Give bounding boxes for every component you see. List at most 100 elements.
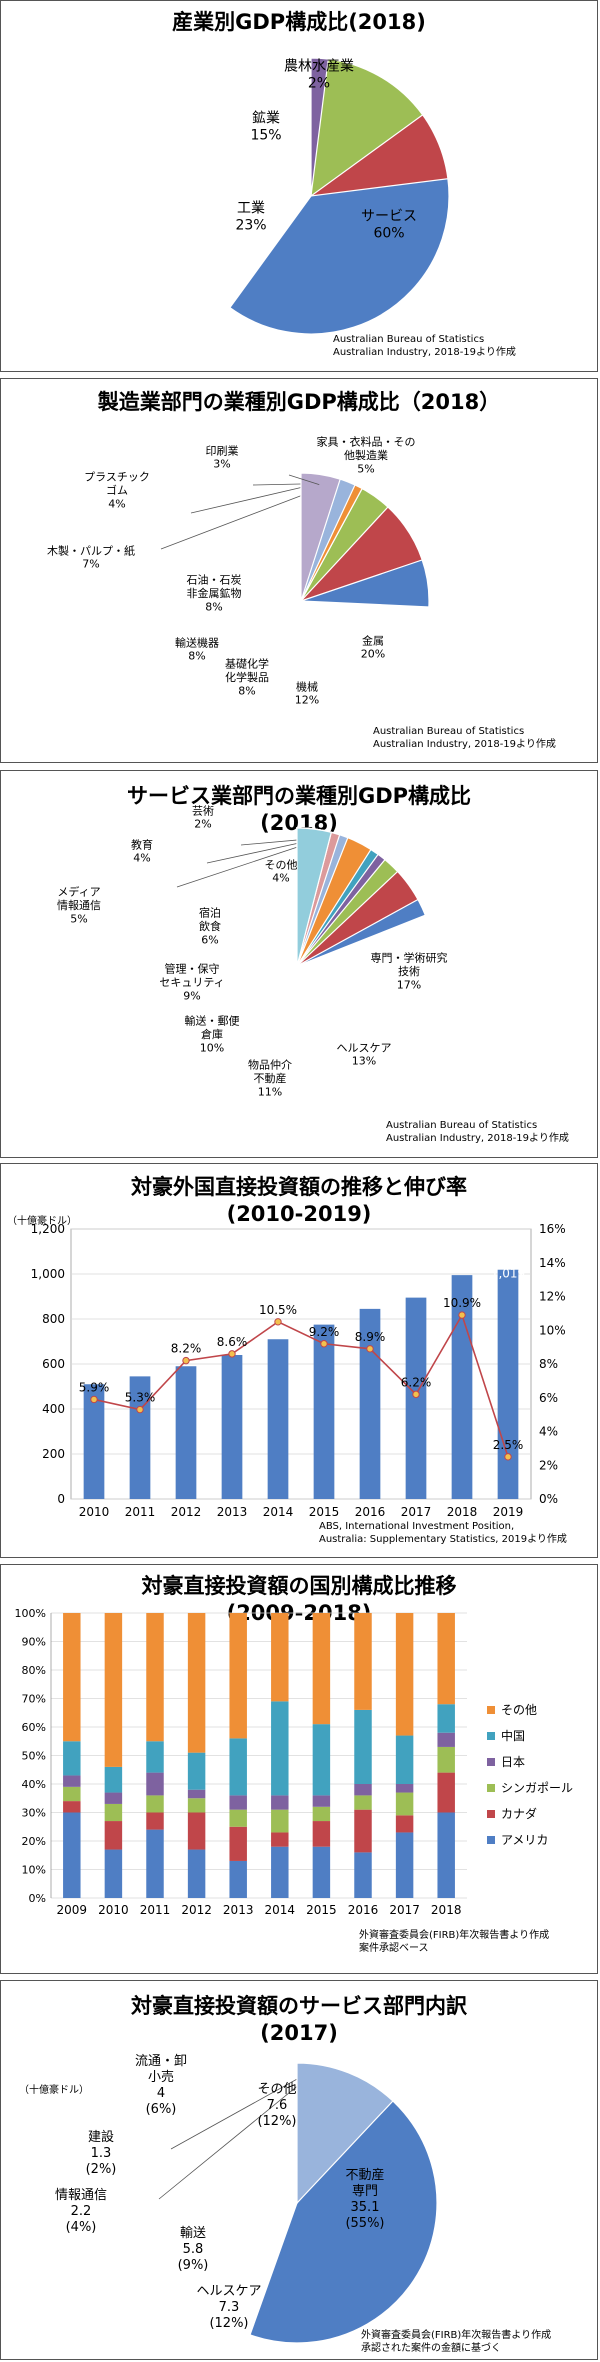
chart-4-title: 対豪外国直接投資額の推移と伸び率 (2010-2019) xyxy=(131,1175,467,1226)
chart-4-xtick: 2013 xyxy=(217,1505,248,1519)
chart-2-slice-label-6: 木製・パルプ・紙 7% xyxy=(47,543,135,570)
chart-2-slice-label-9: 家具・衣料品・その他製造業 5% xyxy=(317,435,416,476)
chart-3-leader-8 xyxy=(206,839,313,864)
chart-5-seg-2012-5 xyxy=(187,1613,206,1753)
chart-4-bar-top-label: 1,019 xyxy=(491,1267,525,1281)
chart-4-xtick: 2015 xyxy=(309,1505,340,1519)
chart-5-seg-2010-4 xyxy=(104,1766,123,1793)
chart-5-ytick: 10% xyxy=(22,1864,46,1877)
chart-5-seg-2017-0 xyxy=(395,1832,414,1898)
chart-5-seg-2014-5 xyxy=(271,1613,289,1702)
chart-4-ytick: 200 xyxy=(42,1447,65,1461)
chart-4-growth-label: 9.2% xyxy=(309,1325,340,1339)
chart-4-ytick: 400 xyxy=(42,1402,65,1416)
chart-5-seg-2014-1 xyxy=(271,1832,289,1847)
chart-2-slice-label-7: プラスチックゴム 4% xyxy=(84,471,150,511)
chart-panel-6: 対豪直接投資額のサービス部門内訳 (2017) （十億豪ドル） 不動産専門 35.… xyxy=(0,1980,598,2360)
chart-4-y2tick: 8% xyxy=(539,1357,558,1371)
chart-5-legend-label-3: シンガポール xyxy=(501,1781,573,1795)
chart-5-seg-2012-1 xyxy=(187,1812,206,1850)
chart-5-seg-2011-0 xyxy=(146,1829,164,1898)
chart-3-slice-label-1: 専門・学術研究技術 17% xyxy=(371,951,448,992)
chart-2-slice-label-5: 石油・石炭非金属鉱物 8% xyxy=(187,573,242,614)
chart-5-seg-2011-4 xyxy=(146,1741,164,1773)
chart-2-source-line-1: Australian Bureau of Statistics xyxy=(373,726,525,737)
chart-5-seg-2014-4 xyxy=(271,1701,289,1796)
chart-5-seg-2012-3 xyxy=(187,1789,206,1799)
chart-5-seg-2009-1 xyxy=(63,1801,81,1813)
chart-4-xtick: 2018 xyxy=(447,1505,478,1519)
chart-5-legend-swatch-0 xyxy=(487,1706,495,1714)
chart-2-source: Australian Bureau of Statistics Australi… xyxy=(373,725,556,751)
chart-5-legend-swatch-5 xyxy=(487,1836,495,1844)
chart-5-seg-2017-1 xyxy=(395,1815,414,1833)
chart-3-leader-7 xyxy=(176,840,317,888)
chart-3-svg: 卸・流通小売19%専門・学術研究技術17%ヘルスケア13%物品仲介不動産11%輸… xyxy=(57,804,448,1099)
chart-panel-4: 対豪外国直接投資額の推移と伸び率 (2010-2019) （十億豪ドル） 0 20… xyxy=(0,1163,598,1558)
chart-4-bar-2014 xyxy=(267,1339,289,1499)
chart-4-xtick: 2016 xyxy=(355,1505,386,1519)
chart-5-seg-2018-3 xyxy=(437,1732,455,1747)
chart-5-xtick: 2017 xyxy=(389,1903,420,1917)
chart-6-svg: 不動産専門 35.1 (55%) ヘルスケア 7.3 (12%) 輸送 5.8 (9%) 情報通信… xyxy=(55,2053,438,2344)
chart-1-svg: サービス 60% 工業 23% 鉱業 15%農林水産業 2% xyxy=(229,57,450,335)
chart-4-xtick: 2011 xyxy=(125,1505,156,1519)
chart-4-growth-label: 2.5% xyxy=(493,1438,524,1452)
chart-5-ytick: 0% xyxy=(29,1892,46,1905)
chart-4-y2tick: 10% xyxy=(539,1323,566,1337)
chart-4-unit-label: （十億豪ドル） xyxy=(7,1216,77,1227)
chart-3-slice-label-7: メディア情報通信 5% xyxy=(57,885,101,926)
chart-4-y2tick: 16% xyxy=(539,1222,566,1236)
chart-4-growth-point-2010 xyxy=(90,1395,98,1404)
chart-6-slice-6 xyxy=(296,2062,394,2205)
chart-5-seg-2013-3 xyxy=(229,1795,247,1810)
chart-5-seg-2015-0 xyxy=(312,1846,331,1898)
chart-5-seg-2018-4 xyxy=(437,1704,455,1733)
chart-panel-2: 製造業部門の業種別GDP構成比（2018） 食品・飲料タバコ26%金属20%機械… xyxy=(0,378,598,763)
chart-5-seg-2011-3 xyxy=(146,1772,164,1796)
chart-5-ytick: 70% xyxy=(22,1693,46,1706)
chart-6-unit-label: （十億豪ドル） xyxy=(19,2085,89,2096)
chart-5-seg-2010-1 xyxy=(104,1821,123,1850)
chart-5-seg-2012-4 xyxy=(187,1752,206,1790)
chart-6-slice-label-3: 情報通信 2.2 (4%) xyxy=(55,2188,107,2235)
chart-5-seg-2013-0 xyxy=(229,1860,247,1898)
chart-5-seg-2009-0 xyxy=(63,1812,81,1898)
chart-1-slice-label-1: 工業 23% xyxy=(235,200,266,233)
chart-5-seg-2015-5 xyxy=(312,1613,331,1725)
chart-5-legend-swatch-4 xyxy=(487,1810,495,1818)
chart-5-xtick: 2013 xyxy=(223,1903,254,1917)
chart-3-slice-label-3: 物品仲介不動産 11% xyxy=(248,1058,292,1099)
chart-5-legend-swatch-3 xyxy=(487,1784,495,1792)
chart-5-xtick: 2015 xyxy=(306,1903,337,1917)
chart-3-source: Australian Bureau of Statistics Australi… xyxy=(386,1119,569,1145)
chart-5-seg-2015-3 xyxy=(312,1795,331,1807)
chart-4-growth-point-2017 xyxy=(412,1390,420,1399)
chart-4-xtick: 2017 xyxy=(401,1505,432,1519)
chart-5-seg-2010-3 xyxy=(104,1792,123,1804)
chart-5-seg-2017-2 xyxy=(395,1792,414,1816)
chart-3-slice-label-8: 教育 4% xyxy=(131,837,153,864)
chart-2-source-line-2: Australian Industry, 2018-19より作成 xyxy=(373,739,556,750)
chart-5-ytick: 60% xyxy=(22,1721,46,1734)
chart-5-seg-2017-5 xyxy=(395,1613,414,1736)
chart-5-seg-2015-1 xyxy=(312,1821,331,1847)
chart-5-seg-2018-5 xyxy=(437,1613,455,1705)
chart-6-slice-label-4: 建設 1.3 (2%) xyxy=(86,2129,117,2177)
chart-5-seg-2016-5 xyxy=(354,1613,372,1710)
chart-5-seg-2018-1 xyxy=(437,1772,455,1813)
chart-5-source-line-2: 案件承認ベース xyxy=(359,1943,429,1954)
chart-5-seg-2013-2 xyxy=(229,1809,247,1827)
chart-3-source-line-1: Australian Bureau of Statistics xyxy=(386,1120,538,1131)
chart-2-slice-9 xyxy=(300,472,341,602)
chart-4-bar-2013 xyxy=(221,1355,243,1499)
chart-4-growth-label: 8.6% xyxy=(217,1335,248,1349)
chart-2-svg: 食品・飲料タバコ26%金属20%機械12%基礎化学化学製品8%輸送機器8%石油・… xyxy=(47,435,430,707)
chart-1-source: Australian Bureau of Statistics Australi… xyxy=(333,333,516,359)
chart-5-seg-2017-3 xyxy=(395,1784,414,1793)
chart-5-seg-2013-4 xyxy=(229,1738,247,1796)
chart-5-seg-2013-5 xyxy=(229,1613,247,1739)
chart-2-title: 製造業部門の業種別GDP構成比（2018） xyxy=(97,390,501,414)
chart-5-legend-label-5: アメリカ xyxy=(501,1833,548,1847)
chart-5-xtick: 2009 xyxy=(57,1903,88,1917)
